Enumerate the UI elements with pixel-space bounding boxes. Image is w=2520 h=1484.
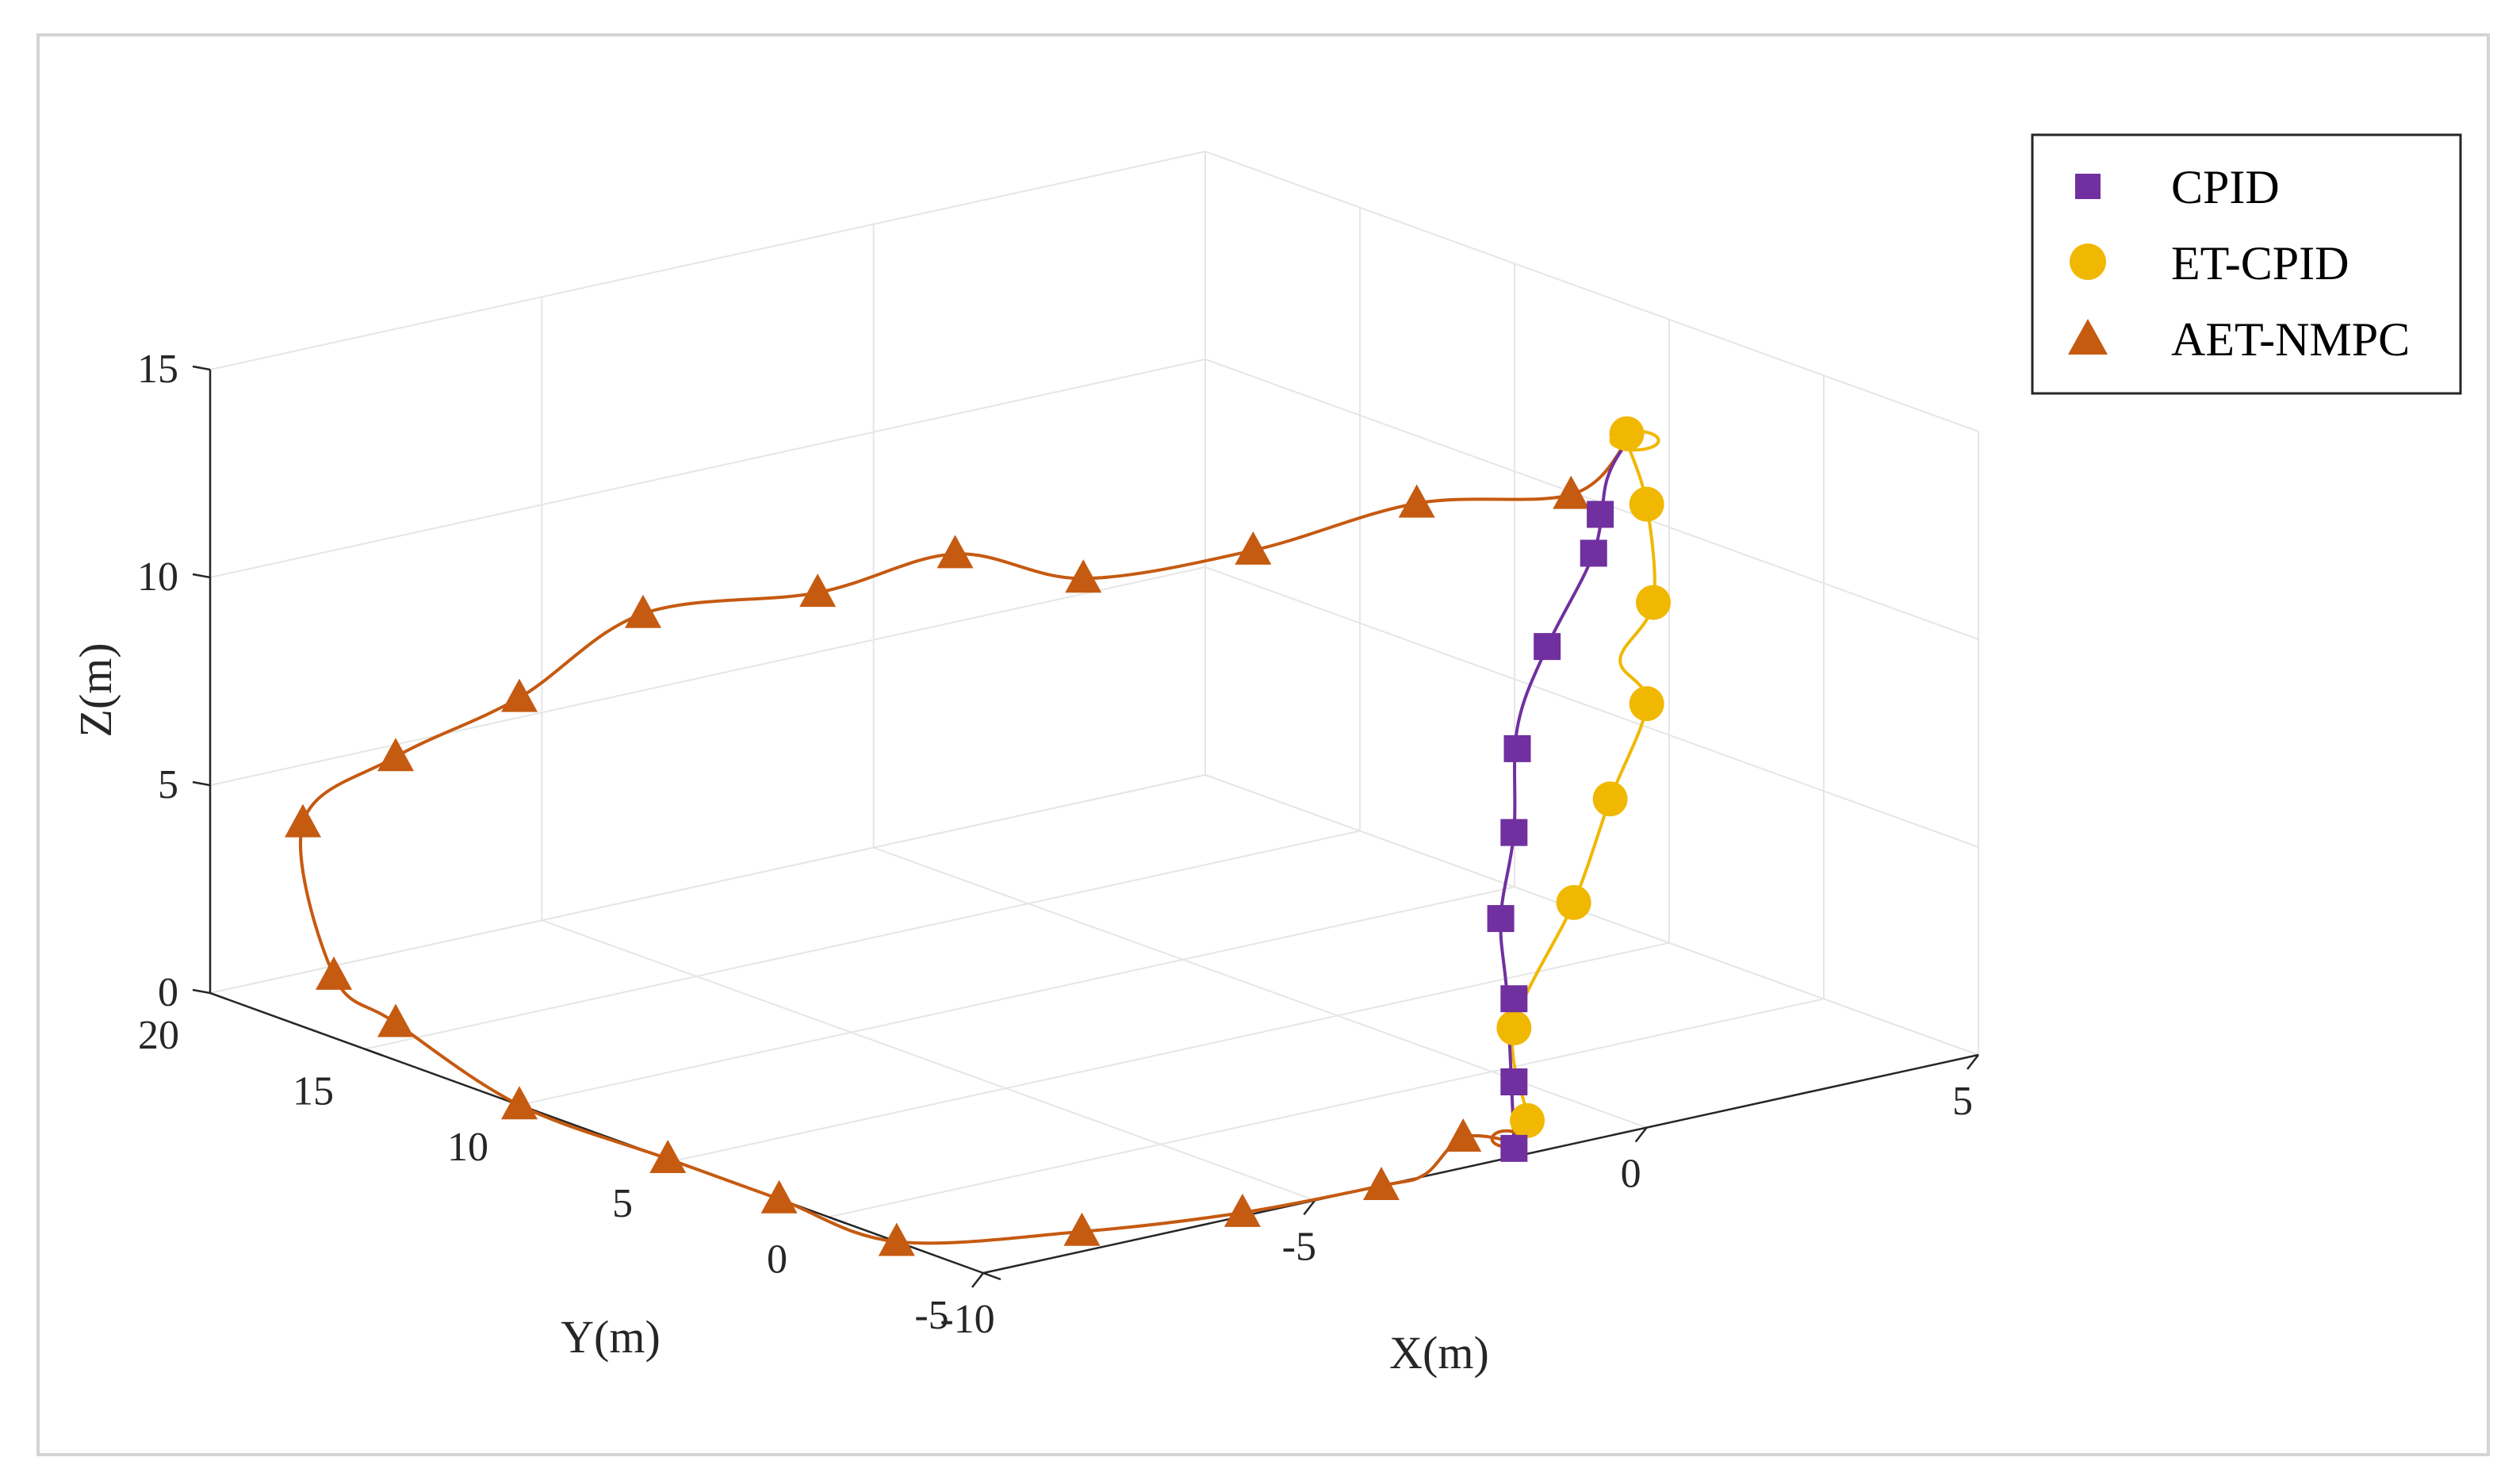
- aet-nmpc-triangle-marker: [936, 535, 974, 569]
- grid-line-z-back: [209, 151, 1206, 370]
- aet-nmpc-triangle-marker: [377, 738, 414, 772]
- z-tick-mark: [192, 780, 211, 787]
- cpid-square-marker: [1500, 985, 1528, 1013]
- y-tick-label: 5: [612, 1181, 633, 1226]
- et-cpid-circle-marker: [1636, 585, 1672, 620]
- x-axis-label: X(m): [1389, 1327, 1489, 1379]
- grid-line-z-back: [209, 774, 1206, 994]
- z-tick-mark: [192, 573, 211, 579]
- series-layer: [285, 416, 1672, 1256]
- grid-line-z-side: [1204, 566, 1979, 848]
- legend-square-marker: [2075, 174, 2101, 199]
- aet-nmpc-triangle-marker: [1224, 1193, 1261, 1227]
- grid-line-z-side: [1204, 774, 1979, 1056]
- x-axis-line: [982, 1053, 1979, 1275]
- aet-nmpc-triangle-marker: [1063, 1212, 1101, 1246]
- aet-nmpc-triangle-marker: [799, 573, 837, 608]
- legend-circle-marker: [2070, 243, 2106, 280]
- z-tick-mark: [192, 365, 211, 371]
- et-cpid-circle-marker: [1629, 486, 1664, 522]
- grid-line-y-floor: [673, 941, 1670, 1162]
- cpid-square-marker: [1587, 500, 1614, 528]
- aet-nmpc-triangle-marker: [316, 956, 352, 990]
- figure-frame: [36, 33, 2490, 1456]
- x-tick-label: 0: [1621, 1152, 1641, 1197]
- grid-line-z-back: [209, 566, 1206, 786]
- cpid-square-marker: [1487, 905, 1515, 933]
- aet-nmpc-triangle-marker: [1445, 1118, 1482, 1152]
- y-tick-mark: [982, 1271, 1001, 1281]
- aet-nmpc-triangle-marker: [649, 1139, 687, 1173]
- grid-line-z-side: [1204, 151, 1979, 432]
- x-tick-label: -5: [1282, 1224, 1316, 1269]
- y-axis-line: [209, 991, 984, 1275]
- et-cpid-circle-marker: [1496, 1010, 1532, 1045]
- aet-nmpc-triangle-marker: [1065, 559, 1102, 593]
- grid: [209, 151, 1979, 1274]
- x-tick-label: 5: [1952, 1079, 1973, 1124]
- legend-label-cpid: CPID: [2171, 161, 2280, 213]
- et-cpid-trajectory-line: [1511, 440, 1656, 1155]
- z-axis-label: Z(m): [70, 642, 121, 737]
- aet-nmpc-triangle-marker: [1553, 475, 1590, 509]
- cpid-square-marker: [1580, 539, 1607, 567]
- grid-line-z-side: [1204, 359, 1979, 640]
- aet-nmpc-trajectory-line: [299, 440, 1629, 1245]
- z-tick-label: 5: [158, 762, 178, 807]
- z-tick-label: 10: [137, 554, 178, 600]
- grid-line-y-floor: [828, 998, 1825, 1218]
- aet-nmpc-triangle-marker: [1398, 484, 1435, 518]
- y-tick-label: 20: [138, 1013, 179, 1058]
- legend-label-aet-nmpc: AET-NMPC: [2171, 313, 2410, 366]
- aet-nmpc-triangle-marker: [501, 678, 538, 712]
- cpid-square-marker: [1500, 1134, 1528, 1162]
- cpid-square-marker: [1500, 1068, 1528, 1096]
- y-tick-mark: [209, 991, 228, 1001]
- y-tick-label: 15: [293, 1069, 334, 1114]
- et-cpid-circle-marker: [1592, 781, 1628, 817]
- legend-triangle-marker: [2068, 319, 2108, 355]
- z-tick-label: 0: [158, 970, 178, 1015]
- y-tick-mark: [828, 1216, 847, 1225]
- aet-nmpc-triangle-marker: [625, 594, 661, 628]
- aet-nmpc-triangle-marker: [1363, 1167, 1400, 1200]
- cpid-square-marker: [1503, 734, 1531, 762]
- y-tick-label: 0: [767, 1237, 787, 1282]
- cpid-square-marker: [1500, 819, 1528, 846]
- y-tick-label: -5: [914, 1293, 948, 1338]
- et-cpid-circle-marker: [1510, 1102, 1545, 1138]
- x-tick-mark: [1967, 1054, 1979, 1070]
- y-tick-label: 10: [447, 1125, 488, 1170]
- grid-line-y-floor: [519, 886, 1515, 1106]
- aet-nmpc-triangle-marker: [377, 1003, 414, 1037]
- grid-line-x-floor: [541, 919, 1316, 1202]
- legend: CPID ET-CPID AET-NMPC: [2031, 133, 2462, 395]
- et-cpid-circle-marker: [1629, 686, 1664, 722]
- z-tick-label: 15: [137, 347, 178, 392]
- x-tick-label: -10: [940, 1297, 994, 1342]
- y-tick-mark: [364, 1048, 383, 1056]
- aet-nmpc-triangle-marker: [501, 1086, 538, 1120]
- cpid-square-marker: [1534, 633, 1561, 661]
- aet-nmpc-triangle-marker: [285, 803, 321, 838]
- aet-nmpc-triangle-marker: [878, 1222, 915, 1256]
- x-tick-mark: [1634, 1126, 1648, 1143]
- aet-nmpc-triangle-marker: [1235, 531, 1272, 565]
- aet-nmpc-triangle-marker: [760, 1179, 798, 1214]
- z-tick-mark: [192, 988, 211, 995]
- grid-line-z-back: [209, 359, 1206, 578]
- x-tick-mark: [1303, 1199, 1316, 1216]
- y-axis-label: Y(m): [561, 1311, 661, 1363]
- grid-line-y-floor: [364, 830, 1361, 1050]
- x-tick-mark: [971, 1272, 984, 1288]
- et-cpid-circle-marker: [1556, 884, 1591, 920]
- et-cpid-circle-marker: [1609, 416, 1645, 451]
- legend-label-et-cpid: ET-CPID: [2171, 237, 2349, 290]
